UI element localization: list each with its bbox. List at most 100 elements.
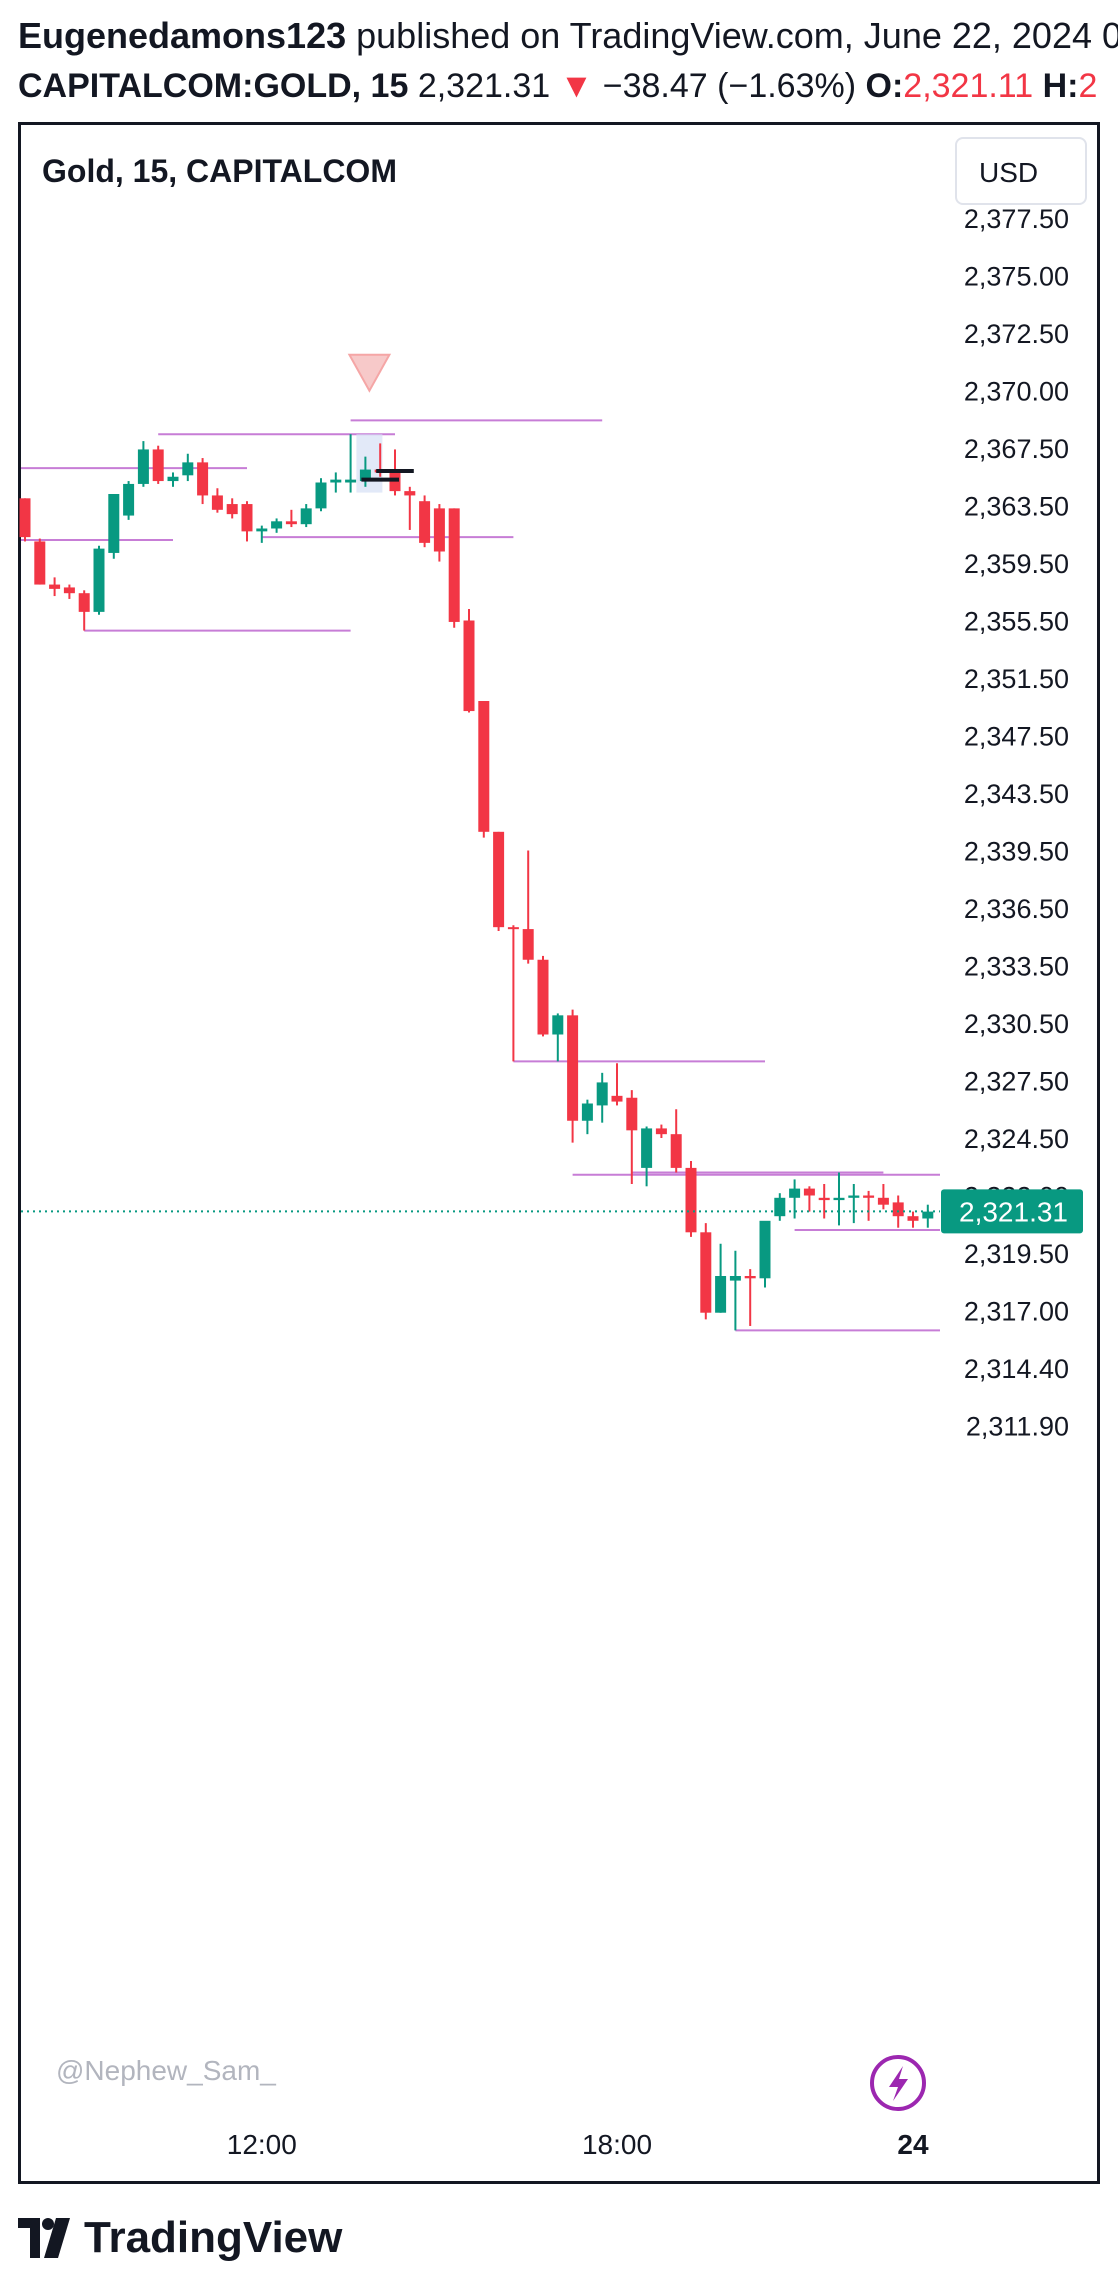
price-tick-label: 2,372.50 xyxy=(964,319,1069,349)
candle-body xyxy=(522,929,534,960)
candle-body xyxy=(315,482,327,509)
candle-body xyxy=(167,476,179,482)
sell-marker-icon xyxy=(347,353,392,393)
header-change: −38.47 (−1.63%) xyxy=(602,67,857,105)
candle-body xyxy=(137,449,149,484)
level-lines xyxy=(21,419,940,1332)
candle-body xyxy=(182,462,194,476)
candle-body xyxy=(700,1232,712,1313)
open-label: O: xyxy=(865,67,904,105)
candle-body xyxy=(345,479,357,483)
currency-button[interactable]: USD xyxy=(955,137,1087,205)
overlays xyxy=(21,353,940,1213)
candles xyxy=(19,434,934,1331)
candle-body xyxy=(197,462,209,496)
tradingview-logo[interactable]: TradingView xyxy=(18,2208,342,2268)
candle-body xyxy=(552,1015,564,1035)
candle-body xyxy=(123,483,135,516)
candle-body xyxy=(626,1097,638,1131)
price-tick-label: 2,370.00 xyxy=(964,377,1069,407)
time-tick-label: 24 xyxy=(897,2129,929,2160)
candle-body xyxy=(478,701,490,832)
candle-body xyxy=(877,1197,889,1205)
candle-body xyxy=(907,1216,919,1221)
candle-body xyxy=(892,1202,904,1217)
candle-body xyxy=(152,449,164,482)
candle-body xyxy=(759,1220,771,1279)
candle-body xyxy=(596,1082,608,1106)
symbol-name: CAPITALCOM:GOLD, 15 xyxy=(18,67,409,105)
candle-body xyxy=(833,1197,845,1201)
candle-body xyxy=(655,1128,667,1135)
candle-body xyxy=(359,469,371,482)
candle-body xyxy=(922,1211,934,1219)
candle-body xyxy=(729,1276,741,1281)
price-tick-label: 2,359.50 xyxy=(964,549,1069,579)
candle-body xyxy=(19,498,31,538)
last-price-badge xyxy=(941,1189,1083,1234)
candle-body xyxy=(848,1195,860,1198)
candle-body xyxy=(419,501,431,543)
price-tick-label: 2,351.50 xyxy=(964,664,1069,694)
candle-body xyxy=(330,479,342,483)
tradingview-wordmark: TradingView xyxy=(84,2213,343,2262)
candle-body xyxy=(300,508,312,525)
candle-body xyxy=(641,1128,653,1168)
candle-body xyxy=(685,1167,697,1233)
candle-body xyxy=(241,504,253,532)
highlighted-bar xyxy=(356,434,383,493)
price-tick-label: 2,347.50 xyxy=(964,722,1069,752)
candle-body xyxy=(863,1195,875,1198)
price-tick-label: 2,311.90 xyxy=(966,1412,1069,1442)
time-tick-label: 12:00 xyxy=(227,2129,297,2160)
price-tick-label: 2,324.50 xyxy=(964,1124,1069,1154)
author-name[interactable]: Eugenedamons123 xyxy=(18,15,347,56)
candle-body xyxy=(818,1197,830,1201)
price-tick-label: 2,377.50 xyxy=(964,204,1069,234)
candle-body xyxy=(256,528,268,532)
candle-body xyxy=(537,959,549,1035)
candle-body xyxy=(611,1095,623,1102)
time-tick-label: 18:00 xyxy=(582,2129,652,2160)
candle-body xyxy=(226,504,238,515)
candle-body xyxy=(404,491,416,496)
candle-body xyxy=(789,1188,801,1198)
candle-body xyxy=(108,494,120,553)
publish-line: Eugenedamons123 published on TradingView… xyxy=(18,10,1118,62)
candle-body xyxy=(271,521,283,529)
tradingview-logo-icon xyxy=(18,2218,70,2258)
price-tick-label: 2,319.50 xyxy=(964,1239,1069,1269)
candle-body xyxy=(581,1103,593,1121)
candle-body xyxy=(715,1276,727,1313)
candle-body xyxy=(34,541,46,585)
price-tick-label: 2,355.50 xyxy=(964,607,1069,637)
price-tick-label: 2,363.50 xyxy=(964,492,1069,522)
price-tick-label: 2,333.50 xyxy=(964,952,1069,982)
candle-body xyxy=(285,521,297,525)
down-arrow-icon: ▼ xyxy=(559,67,594,105)
candle-body xyxy=(49,584,61,589)
candle-body xyxy=(567,1015,579,1121)
chart-frame xyxy=(18,122,1100,2184)
open-value: 2,321.11 xyxy=(903,67,1034,105)
candle-body xyxy=(211,495,223,510)
lightning-icon[interactable] xyxy=(870,2055,926,2111)
price-tick-label: 2,375.00 xyxy=(964,262,1069,292)
price-tick-label: 2,367.50 xyxy=(964,434,1069,464)
candle-body xyxy=(63,587,75,594)
price-tick-label: 2,330.50 xyxy=(964,1009,1069,1039)
candle-body xyxy=(774,1197,786,1217)
high-label: H: xyxy=(1042,67,1079,105)
chart-title: Gold, 15, CAPITALCOM xyxy=(42,153,397,189)
price-tick-label: 2,327.50 xyxy=(964,1067,1069,1097)
price-tick-label: 2,317.00 xyxy=(964,1297,1069,1327)
time-axis: 12:00 18:00 24 xyxy=(227,2129,929,2160)
candle-body xyxy=(493,831,505,928)
header-price: 2,321.31 xyxy=(417,67,551,105)
candle-body xyxy=(507,927,519,930)
watermark: @Nephew_Sam_ xyxy=(56,2055,276,2086)
last-price-label: 2,321.31 xyxy=(959,1196,1068,1227)
candle-body xyxy=(803,1188,815,1196)
price-tick-label: 2,343.50 xyxy=(964,779,1069,809)
